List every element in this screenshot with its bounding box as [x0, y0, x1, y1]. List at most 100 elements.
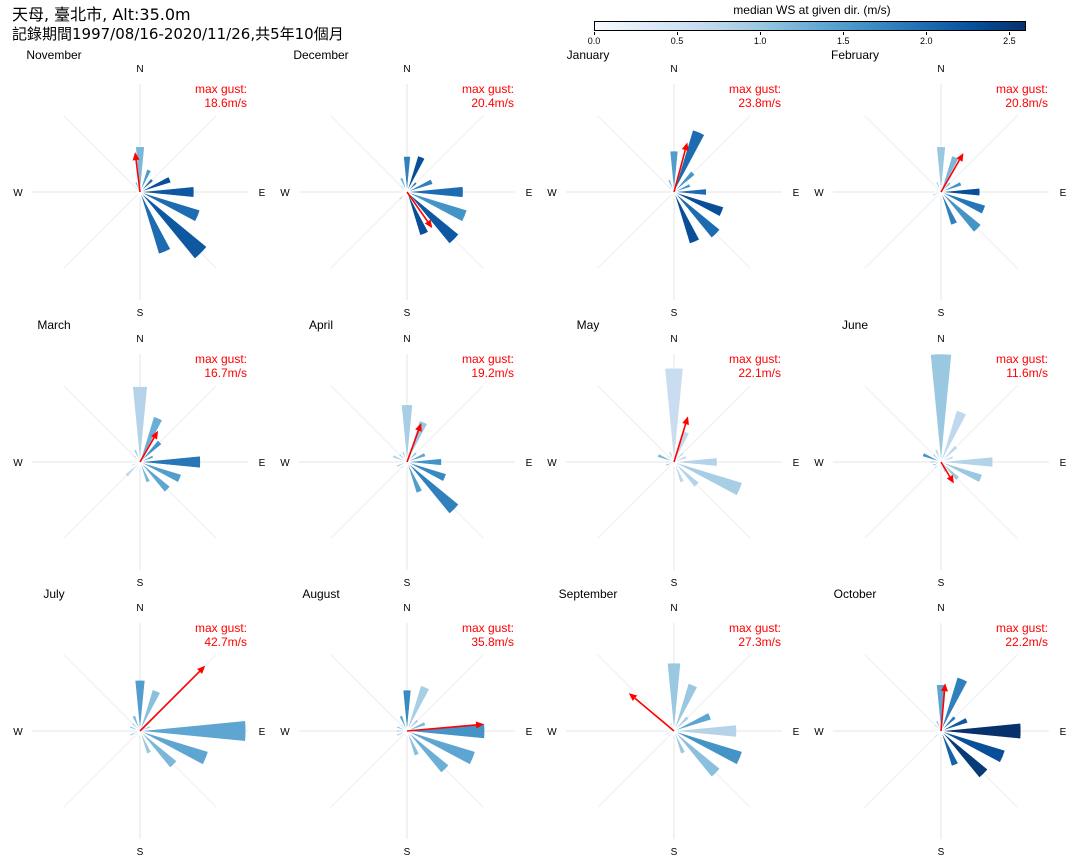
- wind-bar: [929, 460, 942, 464]
- compass-label-w: W: [547, 458, 557, 469]
- wind-bar: [406, 721, 426, 732]
- panel-month-title: February: [831, 48, 879, 62]
- wind-bar: [673, 730, 743, 765]
- colorbar-tick-label: 0.5: [670, 36, 684, 46]
- wind-bar: [139, 186, 195, 198]
- wind-bar: [398, 453, 408, 463]
- wind-rose-panel: N S E W August max gust:35.8m/s: [280, 587, 532, 858]
- wind-bar: [139, 191, 141, 198]
- wind-bar: [406, 461, 423, 494]
- wind-bar: [935, 189, 942, 193]
- gust-arrow-head: [132, 152, 140, 161]
- wind-bar: [940, 461, 983, 483]
- wind-bar: [401, 451, 408, 463]
- wind-bar: [657, 453, 675, 463]
- wind-bar: [666, 454, 675, 463]
- colorbar-tick: [594, 32, 595, 35]
- wind-bar: [139, 730, 152, 755]
- wind-bar: [933, 723, 942, 732]
- max-gust-value: 11.6m/s: [1006, 366, 1048, 380]
- wind-bar: [398, 715, 408, 732]
- max-gust-label: max gust:: [996, 621, 1048, 635]
- compass-label-n: N: [937, 603, 944, 614]
- wind-bar: [673, 730, 721, 778]
- gust-arrow-head: [415, 423, 422, 432]
- compass-label-e: E: [526, 188, 533, 199]
- max-gust-value: 42.7m/s: [204, 635, 247, 649]
- wind-bar: [673, 712, 712, 732]
- wind-rose-panel: N S E W September max gust:27.3m/s: [547, 587, 799, 858]
- compass-label-w: W: [280, 727, 290, 738]
- wind-bar: [940, 730, 1006, 763]
- wind-rose-panel: N S E W January max gust:23.8m/s: [547, 48, 799, 319]
- wind-bar: [136, 191, 141, 193]
- wind-bar: [139, 191, 208, 260]
- compass-label-n: N: [670, 603, 677, 614]
- wind-bar: [933, 461, 942, 470]
- wind-bar: [935, 186, 942, 193]
- wind-rose-panel: N S E W February max gust:20.8m/s: [814, 48, 1066, 319]
- wind-bar: [673, 715, 690, 732]
- wind-bar: [139, 689, 161, 732]
- compass-label-s: S: [404, 847, 411, 858]
- gust-arrow-head: [475, 721, 485, 729]
- wind-bar: [934, 449, 942, 463]
- max-gust-value: 20.8m/s: [1005, 96, 1048, 110]
- wind-bar: [940, 730, 989, 779]
- wind-rose-panel: N S E W October max gust:22.2m/s: [814, 587, 1066, 858]
- wind-bar: [940, 455, 954, 463]
- wind-bar: [139, 168, 152, 193]
- gust-arrow-head: [956, 153, 964, 162]
- compass-label-w: W: [280, 188, 290, 199]
- wind-bar: [673, 191, 721, 239]
- panel-month-title: June: [842, 318, 868, 332]
- wind-bar: [940, 730, 959, 767]
- colorbar-tick-label: 2.0: [920, 36, 933, 46]
- wind-bar: [922, 452, 942, 463]
- wind-bar: [124, 461, 141, 478]
- wind-bar: [129, 730, 141, 737]
- wind-bar: [139, 730, 209, 765]
- wind-bar: [935, 730, 942, 734]
- gust-arrow-head: [424, 219, 433, 229]
- compass-label-s: S: [938, 847, 945, 858]
- compass-label-w: W: [814, 188, 824, 199]
- compass-label-e: E: [793, 727, 800, 738]
- max-gust-value: 20.4m/s: [471, 96, 514, 110]
- wind-bar: [933, 730, 942, 739]
- wind-bar: [665, 460, 675, 464]
- compass-label-e: E: [1060, 458, 1067, 469]
- compass-label-n: N: [670, 334, 677, 345]
- wind-bar: [404, 461, 408, 468]
- compass-label-w: W: [13, 727, 23, 738]
- wind-bar: [940, 191, 958, 226]
- wind-bar: [667, 179, 675, 193]
- wind-bar: [396, 461, 408, 468]
- wind-bar: [406, 420, 428, 463]
- wind-bar: [399, 723, 408, 732]
- wind-bar: [139, 416, 163, 463]
- compass-label-n: N: [136, 64, 143, 75]
- wind-bar: [671, 730, 675, 737]
- wind-bar: [139, 454, 154, 463]
- wind-bar: [673, 183, 691, 193]
- compass-label-s: S: [671, 847, 678, 858]
- max-gust-value: 22.1m/s: [738, 366, 781, 380]
- wind-bar: [673, 461, 743, 496]
- compass-label-e: E: [1060, 727, 1067, 738]
- wind-bar: [667, 662, 681, 732]
- wind-bar: [669, 150, 679, 193]
- compass-label-w: W: [13, 188, 23, 199]
- gust-arrow: [406, 191, 429, 223]
- wind-bar: [673, 188, 707, 196]
- wind-bar: [406, 178, 434, 193]
- max-gust-label: max gust:: [996, 82, 1048, 96]
- wind-rose-panel: N S E W July max gust:42.7m/s: [13, 587, 265, 858]
- wind-bar: [935, 181, 942, 193]
- max-gust-label: max gust:: [729, 82, 781, 96]
- wind-bar: [673, 457, 718, 467]
- wind-bar: [406, 723, 486, 739]
- wind-bar: [401, 191, 408, 195]
- wind-bar: [406, 191, 468, 222]
- compass-label-s: S: [137, 578, 144, 589]
